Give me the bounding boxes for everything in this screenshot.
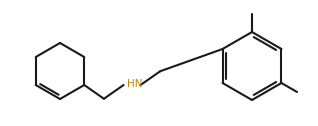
Text: HN: HN xyxy=(127,79,142,89)
